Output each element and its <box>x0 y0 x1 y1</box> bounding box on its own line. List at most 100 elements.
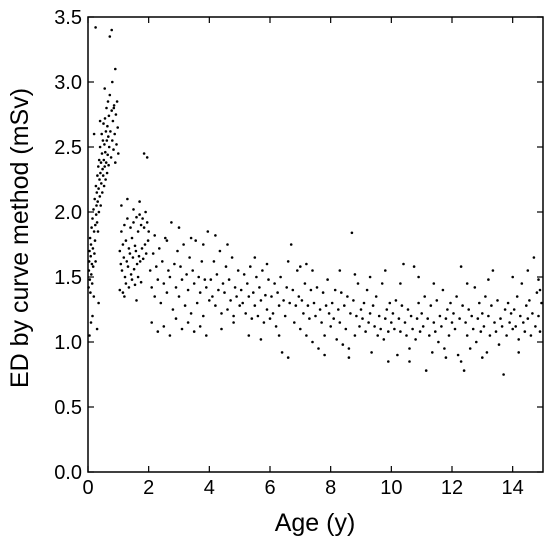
data-point <box>186 288 190 292</box>
data-point <box>97 187 100 190</box>
x-tick-label: 10 <box>380 477 402 499</box>
data-point <box>220 312 223 315</box>
data-point <box>421 325 425 328</box>
data-point <box>491 269 495 272</box>
data-point <box>153 295 156 298</box>
data-point <box>111 119 115 123</box>
data-point <box>338 321 342 324</box>
data-point <box>428 334 431 337</box>
data-point <box>534 325 537 328</box>
data-point <box>102 122 105 125</box>
data-point <box>145 221 149 224</box>
data-point <box>232 314 235 318</box>
data-point <box>479 330 483 333</box>
data-point <box>104 178 107 181</box>
data-point <box>465 334 469 337</box>
data-point <box>440 325 443 328</box>
data-point <box>99 161 103 164</box>
data-point <box>294 304 298 307</box>
data-point <box>538 288 542 292</box>
data-point <box>332 317 336 320</box>
data-point <box>473 286 477 289</box>
data-point <box>268 317 272 320</box>
data-point <box>397 317 401 320</box>
x-tick-label: 14 <box>502 477 524 499</box>
data-point <box>481 312 484 315</box>
data-point <box>453 327 457 331</box>
data-point <box>133 283 137 287</box>
data-point <box>125 260 129 263</box>
data-point <box>127 247 131 250</box>
data-point <box>302 312 305 315</box>
data-point <box>202 243 205 246</box>
data-point <box>215 273 219 276</box>
data-point <box>147 230 150 233</box>
data-point <box>478 301 481 305</box>
data-point <box>189 312 193 315</box>
data-point <box>183 304 187 307</box>
data-point <box>253 256 257 259</box>
data-point <box>100 152 104 155</box>
data-point <box>133 244 137 248</box>
data-point <box>459 265 463 268</box>
data-point <box>217 288 220 292</box>
data-point <box>88 278 92 281</box>
data-point <box>487 314 490 318</box>
data-point <box>182 243 185 246</box>
data-point <box>362 301 366 305</box>
data-point <box>253 304 257 307</box>
data-point <box>249 265 252 268</box>
data-point <box>414 338 417 341</box>
data-point <box>535 291 539 294</box>
data-point <box>343 304 346 307</box>
data-point <box>168 334 172 337</box>
data-point <box>444 317 448 320</box>
data-point <box>308 317 311 320</box>
data-point <box>202 314 205 318</box>
data-point <box>209 278 213 281</box>
data-point <box>311 269 314 272</box>
data-point <box>106 153 109 157</box>
data-point <box>459 360 463 363</box>
data-point <box>529 334 533 337</box>
data-point <box>155 265 158 268</box>
data-point <box>111 139 114 142</box>
data-point <box>247 295 251 298</box>
data-point <box>138 200 141 203</box>
y-tick-label: 1.5 <box>54 267 82 289</box>
data-point <box>523 330 527 333</box>
data-point <box>408 347 411 350</box>
axes-layer: 0 2 4 6 8 10 12 14 0.0 0.5 1.0 1.5 2.0 2.5 3.0 3.5 <box>54 7 544 499</box>
data-point <box>205 286 208 289</box>
data-point <box>98 195 102 198</box>
data-point <box>279 275 282 279</box>
data-point <box>393 327 396 331</box>
data-point <box>437 340 440 344</box>
data-point <box>267 278 270 281</box>
data-point <box>148 269 152 272</box>
data-point <box>218 249 222 253</box>
data-point <box>387 360 390 363</box>
data-point <box>368 275 372 279</box>
data-point <box>170 221 173 224</box>
data-point <box>138 213 141 216</box>
data-point <box>471 327 475 331</box>
data-point <box>130 236 134 240</box>
data-point <box>165 239 169 242</box>
data-point <box>137 254 141 258</box>
data-point <box>126 197 129 201</box>
data-point <box>346 295 349 298</box>
data-point <box>487 278 490 281</box>
data-point <box>235 295 238 298</box>
data-point <box>109 156 113 159</box>
data-point <box>91 247 95 250</box>
data-point <box>89 291 92 294</box>
data-point <box>226 308 229 311</box>
data-point <box>88 236 92 240</box>
data-point <box>144 252 148 255</box>
data-point <box>309 288 313 292</box>
data-point <box>236 269 240 272</box>
data-point <box>90 273 93 276</box>
data-point <box>264 293 267 297</box>
data-point <box>293 321 296 324</box>
